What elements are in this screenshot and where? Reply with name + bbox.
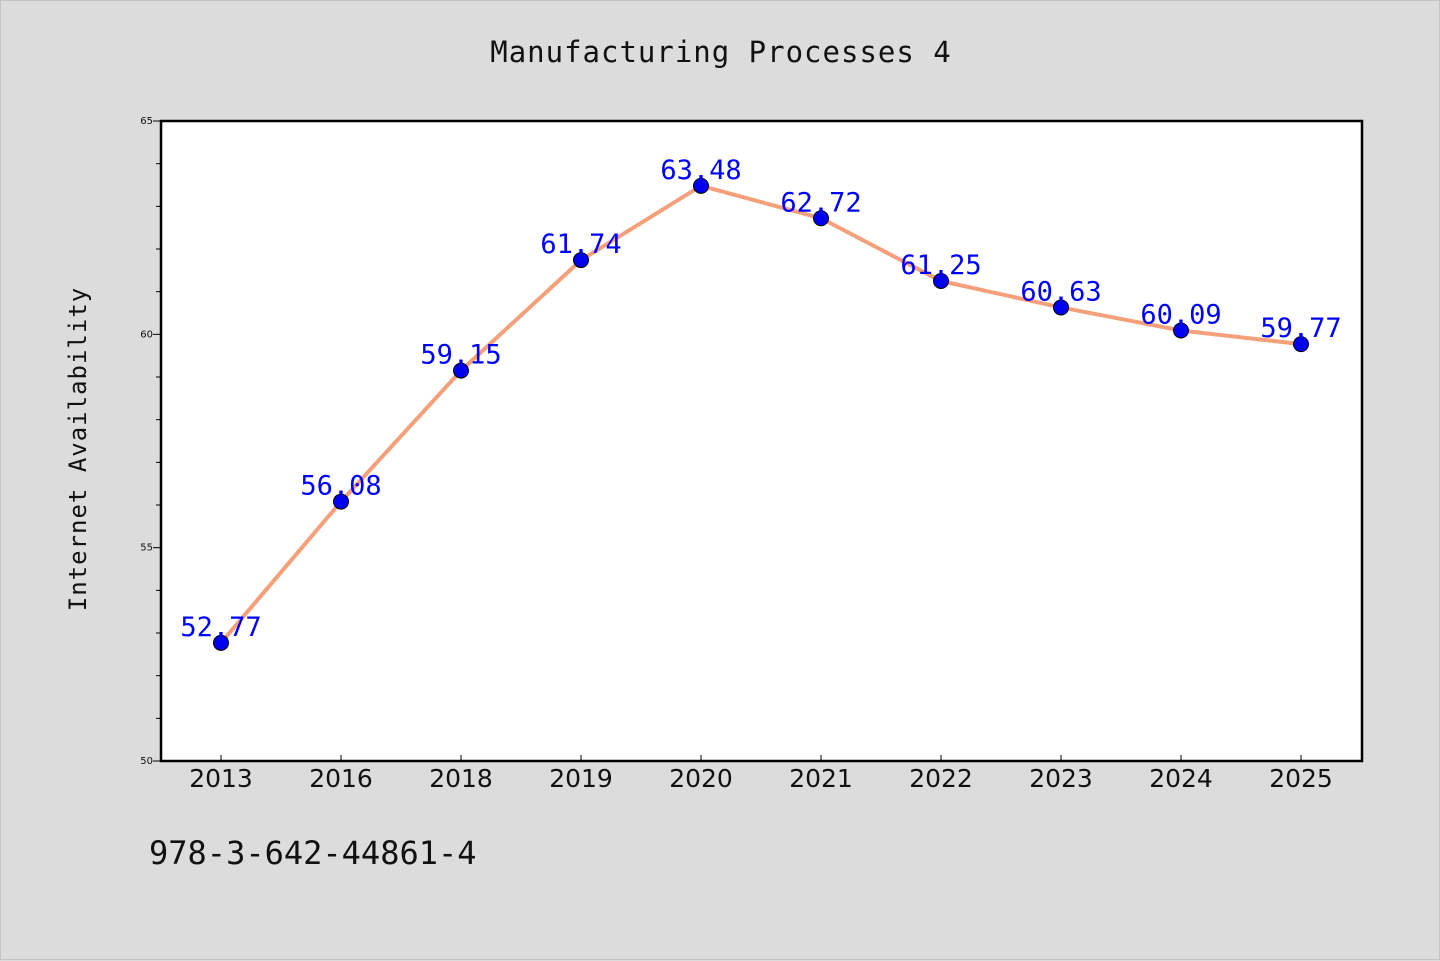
x-tick-label: 2021 [789,764,853,793]
data-label: 61.25 [900,250,981,281]
data-point [813,210,829,227]
y-tick-label: 60 [140,329,153,340]
data-label: 60.09 [1140,299,1221,330]
x-tick-label: 2019 [549,764,613,793]
x-tick-label: 2022 [909,764,973,793]
data-point [1053,299,1069,316]
x-tick-label: 2020 [669,764,733,793]
data-label: 52.77 [180,612,261,643]
x-axis: 2013 2016 2018 2019 2020 2021 2022 2023 2024 2025 [189,755,1333,793]
series-layer: 52.77 56.08 59.15 61.74 63.48 62.72 61.25 60.63… [180,155,1342,651]
data-point [333,493,349,510]
y-tick-label: 55 [140,543,153,554]
data-label: 61.74 [540,229,621,260]
data-label: 63.48 [660,155,741,186]
isbn-label: 978-3-642-44861-4 [149,834,477,872]
data-label: 59.15 [420,340,501,371]
data-label: 62.72 [780,187,861,218]
data-label: 56.08 [300,471,381,502]
data-point [1173,322,1189,339]
x-tick-label: 2023 [1029,764,1093,793]
data-point [1293,336,1309,353]
data-point [693,177,709,194]
data-label: 59.77 [1260,313,1341,344]
chart-title: Manufacturing Processes 4 [490,35,952,69]
x-tick-label: 2013 [189,764,253,793]
data-label: 60.63 [1020,276,1101,307]
series-line [219,183,1302,645]
y-tick-label: 65 [140,116,153,127]
y-axis-title: Internet Availability [64,287,92,611]
x-tick-label: 2024 [1149,764,1213,793]
x-tick-label: 2025 [1269,764,1333,793]
y-tick-label: 50 [140,756,153,767]
plot-area [159,119,1364,763]
y-axis: 50 55 60 65 [140,116,161,767]
data-point [933,273,949,289]
data-point [453,362,469,379]
data-point [573,252,589,269]
data-point [213,634,229,651]
x-tick-label: 2018 [429,764,493,793]
x-tick-label: 2016 [309,764,373,793]
